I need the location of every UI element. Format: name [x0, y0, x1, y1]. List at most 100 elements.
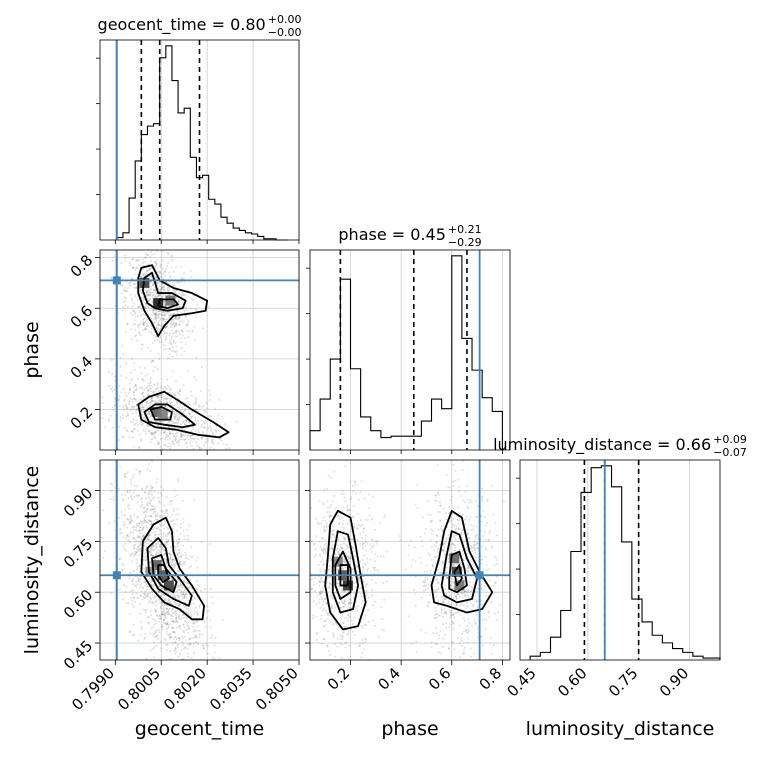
sample-point: [189, 612, 192, 615]
sample-point: [453, 603, 456, 606]
sample-point: [140, 405, 143, 408]
sample-point: [175, 662, 177, 664]
sample-point: [448, 616, 451, 619]
sample-point: [158, 281, 161, 284]
sample-point: [141, 406, 144, 409]
sample-point: [447, 600, 450, 603]
sample-point: [467, 565, 470, 568]
sample-point: [191, 556, 194, 559]
sample-point: [347, 631, 350, 634]
sample-point: [157, 397, 160, 400]
sample-point: [201, 436, 204, 439]
sample-point: [166, 265, 169, 268]
sample-point: [135, 286, 138, 289]
sample-point: [150, 225, 152, 227]
sample-point: [343, 542, 346, 545]
sample-point: [439, 535, 442, 538]
sample-point: [148, 577, 151, 580]
sample-point: [167, 598, 170, 601]
sample-point: [174, 610, 177, 613]
sample-point: [376, 556, 379, 559]
sample-point: [310, 506, 313, 509]
sample-point: [324, 562, 327, 565]
sample-point: [432, 565, 435, 568]
sample-point: [135, 388, 138, 391]
sample-point: [321, 537, 324, 540]
sample-point: [457, 611, 460, 614]
sample-point: [439, 504, 442, 507]
sample-point: [122, 388, 125, 391]
sample-point: [352, 581, 355, 584]
sample-point: [171, 432, 174, 435]
sample-point: [184, 343, 187, 346]
sample-point: [167, 612, 170, 615]
sample-point: [448, 520, 451, 523]
sample-point: [186, 446, 189, 449]
sample-point: [442, 601, 445, 604]
sample-point: [465, 546, 468, 549]
sample-point: [186, 396, 189, 399]
sample-point: [162, 317, 165, 320]
sample-point: [166, 384, 169, 387]
sample-point: [153, 508, 156, 511]
sample-point: [321, 586, 324, 589]
sample-point: [414, 592, 417, 595]
sample-point: [163, 289, 166, 292]
sample-point: [144, 374, 147, 377]
sample-point: [123, 493, 126, 496]
sample-point: [240, 465, 242, 467]
sample-point: [187, 524, 190, 527]
sample-point: [196, 566, 199, 569]
sample-point: [165, 541, 168, 544]
sample-point: [149, 382, 152, 385]
sample-point: [129, 453, 131, 455]
sample-point: [154, 314, 157, 317]
sample-point: [131, 405, 134, 408]
sample-point: [470, 590, 473, 593]
sample-point: [188, 412, 191, 415]
sample-point: [165, 622, 168, 625]
sample-point: [128, 387, 131, 390]
sample-point: [149, 274, 152, 277]
sample-point: [343, 496, 346, 499]
sample-point: [170, 617, 173, 620]
sample-point: [145, 386, 148, 389]
sample-point: [221, 415, 224, 418]
sample-point: [165, 325, 168, 328]
sample-point: [327, 614, 330, 617]
sample-point: [342, 493, 345, 496]
sample-point: [184, 554, 187, 557]
sample-point: [429, 539, 432, 542]
sample-point: [164, 397, 167, 400]
sample-point: [149, 514, 152, 517]
sample-point: [355, 492, 358, 495]
sample-point: [224, 423, 227, 426]
sample-point: [404, 568, 407, 571]
sample-point: [185, 611, 188, 614]
sample-point: [200, 423, 203, 426]
sample-point: [181, 500, 184, 503]
sample-point: [470, 559, 473, 562]
sample-point: [367, 493, 370, 496]
panel-title-lower-error: −0.00: [268, 26, 302, 39]
sample-point: [166, 289, 169, 292]
sample-point: [190, 394, 193, 397]
sample-point: [111, 426, 114, 429]
sample-point: [447, 557, 450, 560]
sample-point: [169, 392, 172, 395]
sample-point: [190, 434, 193, 437]
sample-point: [154, 553, 157, 556]
sample-point: [319, 546, 322, 549]
sample-point: [155, 600, 158, 603]
sample-point: [173, 426, 176, 429]
sample-point: [474, 537, 477, 540]
sample-point: [174, 636, 177, 639]
sample-point: [162, 431, 165, 434]
sample-point: [326, 613, 329, 616]
sample-point: [178, 588, 181, 591]
sample-point: [130, 299, 133, 302]
sample-point: [178, 617, 181, 620]
sample-point: [184, 620, 187, 623]
sample-point: [319, 666, 321, 668]
sample-point: [174, 548, 177, 551]
